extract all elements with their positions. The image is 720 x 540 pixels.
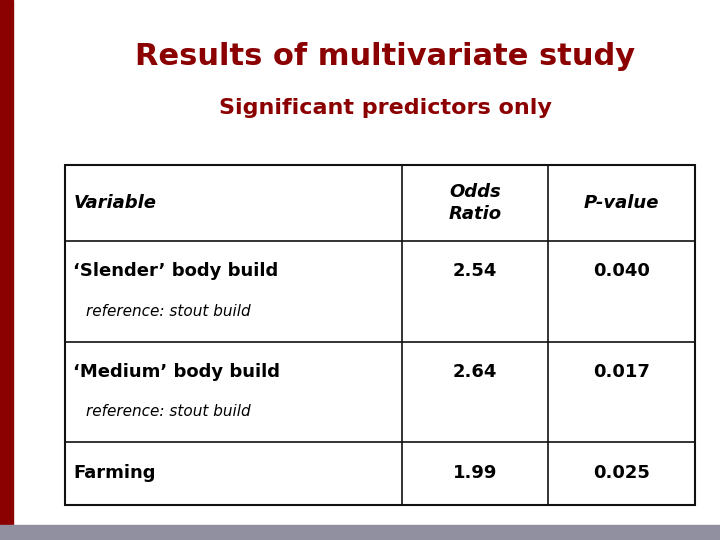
Text: 2.64: 2.64 <box>453 363 497 381</box>
Text: Results of multivariate study: Results of multivariate study <box>135 42 635 71</box>
Bar <box>65 165 695 505</box>
Text: 2.54: 2.54 <box>453 262 497 280</box>
Text: 0.017: 0.017 <box>593 363 650 381</box>
Text: 0.025: 0.025 <box>593 464 650 482</box>
Text: Significant predictors only: Significant predictors only <box>219 98 552 118</box>
Text: Odds
Ratio: Odds Ratio <box>449 183 502 223</box>
Text: reference: stout build: reference: stout build <box>86 404 251 420</box>
Text: reference: stout build: reference: stout build <box>86 304 251 319</box>
Text: 1.99: 1.99 <box>453 464 497 482</box>
Text: 0.040: 0.040 <box>593 262 650 280</box>
Text: ‘Medium’ body build: ‘Medium’ body build <box>73 363 281 381</box>
Text: Farming: Farming <box>73 464 156 482</box>
Text: Variable: Variable <box>73 194 156 212</box>
Text: P-value: P-value <box>584 194 659 212</box>
Text: ‘Slender’ body build: ‘Slender’ body build <box>73 262 279 280</box>
